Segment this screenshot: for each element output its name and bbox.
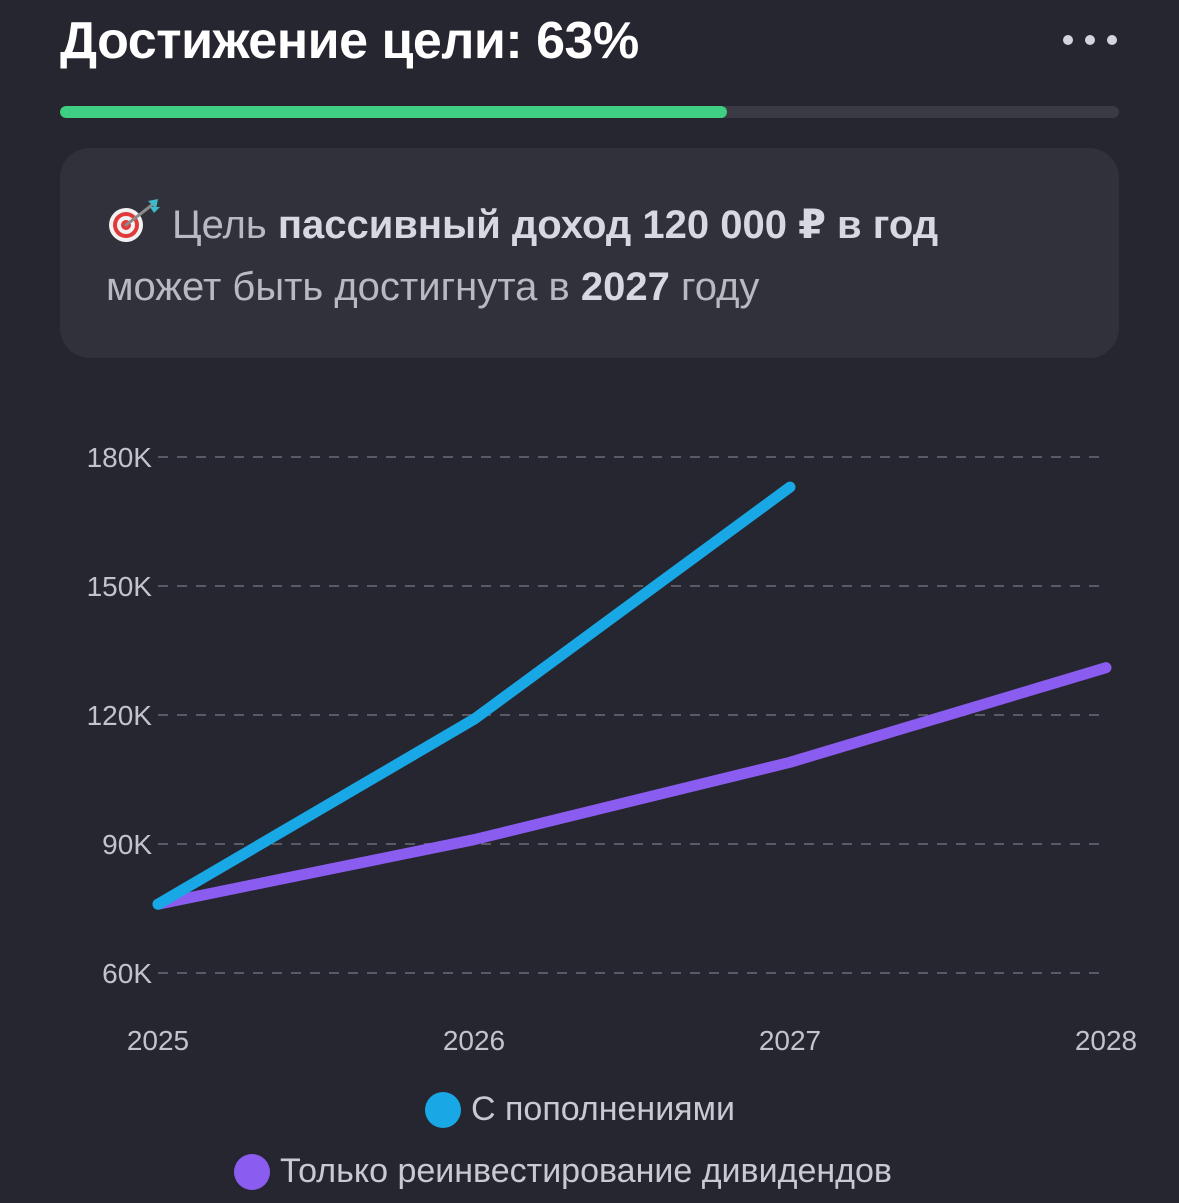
series-line bbox=[152, 481, 796, 910]
goal-year: 2027 bbox=[580, 265, 670, 309]
goal-description: Цель пассивный доход 120 000 ₽ в год мож… bbox=[106, 194, 1086, 318]
y-tick-label: 150K bbox=[87, 571, 153, 602]
legend-label: С пополнениями bbox=[471, 1090, 735, 1128]
y-tick-label: 60K bbox=[102, 958, 152, 989]
goal-suffix: году bbox=[680, 265, 760, 309]
goal-progress-bar bbox=[60, 106, 1119, 118]
goal-name: пассивный доход 120 000 ₽ в год bbox=[277, 203, 939, 247]
header: Достижение цели: 63% bbox=[60, 10, 1120, 80]
projection-chart-svg: 60K 90K 120K 150K 180K 2025 2026 2027 2028 bbox=[87, 442, 1138, 1056]
page-title: Достижение цели: 63% bbox=[60, 12, 639, 70]
x-tick-label: 2025 bbox=[127, 1025, 189, 1056]
y-tick-label: 180K bbox=[87, 442, 153, 473]
y-tick-label: 120K bbox=[87, 700, 153, 731]
dart-target-icon bbox=[106, 197, 162, 245]
goal-info-card: Цель пассивный доход 120 000 ₽ в год мож… bbox=[60, 148, 1119, 358]
goal-progress-fill bbox=[60, 106, 728, 118]
projection-chart: 60K 90K 120K 150K 180K 2025 2026 2027 2028 bbox=[0, 400, 1179, 1080]
legend-marker bbox=[425, 1091, 461, 1128]
series-line bbox=[152, 662, 1112, 910]
goal-prefix: Цель bbox=[172, 203, 267, 247]
legend-marker bbox=[234, 1153, 270, 1190]
legend-item-with-deposits[interactable]: С пополнениями bbox=[425, 1090, 735, 1129]
chart-legend: С пополнениями Только реинвестирование д… bbox=[0, 1080, 1179, 1203]
more-options-button[interactable] bbox=[1060, 22, 1120, 58]
x-tick-label: 2028 bbox=[1075, 1025, 1137, 1056]
ellipsis-horizontal-icon bbox=[1063, 35, 1117, 45]
x-tick-label: 2026 bbox=[443, 1025, 505, 1056]
y-tick-label: 90K bbox=[102, 829, 152, 860]
x-tick-label: 2027 bbox=[759, 1025, 821, 1056]
legend-item-dividends-only[interactable]: Только реинвестирование дивидендов bbox=[234, 1152, 892, 1191]
legend-label: Только реинвестирование дивидендов bbox=[280, 1152, 892, 1190]
goal-middle-text: может быть достигнута в bbox=[106, 265, 570, 309]
